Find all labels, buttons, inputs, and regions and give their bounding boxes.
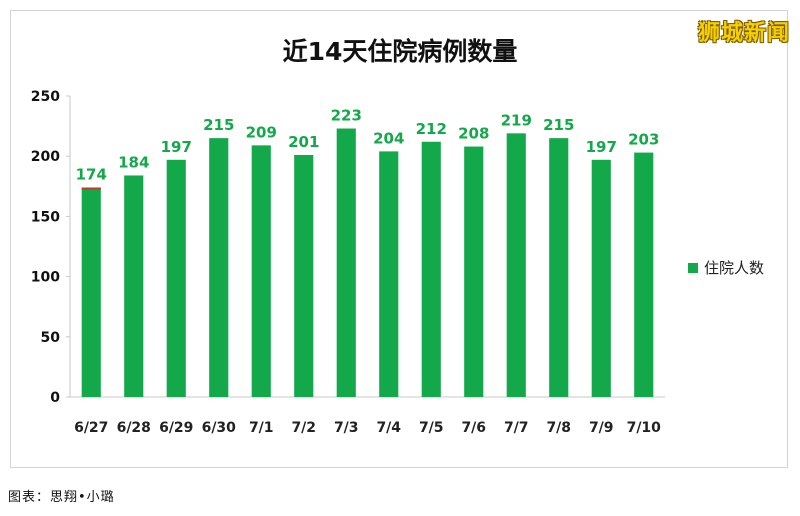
y-tick-label: 50	[41, 330, 61, 346]
data-label-7/3: 223	[331, 107, 362, 125]
x-tick-label-6/30: 6/30	[202, 420, 237, 436]
x-tick-label-7/3: 7/3	[334, 420, 359, 436]
y-axis-ticks: 0 50 100 150 200 250	[31, 89, 70, 406]
chart-title: 近14天住院病例数量	[283, 37, 518, 66]
data-label-7/8: 215	[543, 116, 574, 134]
x-tick-label-6/28: 6/28	[117, 420, 151, 436]
data-labels: 174 184 197 215 209 201 223 204 212 208 219 215 197 2…	[76, 107, 660, 184]
y-tick-label: 100	[31, 270, 60, 286]
data-label-7/7: 219	[501, 111, 532, 129]
legend-label: 住院人数	[704, 259, 764, 277]
bar-7/5	[421, 141, 441, 397]
x-tick-label-7/6: 7/6	[461, 420, 486, 436]
bar-7/7	[506, 133, 526, 397]
x-tick-label-7/9: 7/9	[589, 420, 614, 436]
x-tick-label-6/29: 6/29	[159, 420, 193, 436]
bar-7/9	[591, 159, 611, 397]
bar-7/6	[464, 146, 484, 397]
data-label-6/28: 184	[118, 153, 149, 171]
watermark-logo: 狮城新闻	[697, 21, 790, 46]
y-tick-label: 0	[50, 390, 60, 406]
bar-top-accent	[81, 187, 101, 190]
x-tick-label-6/27: 6/27	[74, 420, 108, 436]
x-tick-label-7/8: 7/8	[546, 420, 571, 436]
x-tick-label-7/10: 7/10	[627, 420, 662, 436]
x-tick-label-7/1: 7/1	[249, 420, 274, 436]
x-tick-label-7/2: 7/2	[291, 420, 316, 436]
data-label-7/10: 203	[628, 131, 659, 149]
data-label-7/5: 212	[416, 120, 447, 138]
legend: 住院人数	[688, 259, 764, 277]
bar-7/4	[379, 151, 399, 397]
data-label-7/4: 204	[373, 129, 404, 147]
bar-7/1	[251, 145, 271, 397]
data-label-7/6: 208	[458, 125, 489, 143]
chart-caption: 图表：思翔•小璐	[8, 490, 115, 505]
data-label-7/2: 201	[288, 133, 319, 151]
y-tick-label: 200	[31, 149, 60, 165]
data-label-6/29: 197	[161, 138, 192, 156]
y-tick-label: 150	[31, 209, 60, 225]
data-label-6/27: 174	[76, 166, 107, 184]
data-label-7/9: 197	[586, 138, 617, 156]
bar-6/30	[209, 138, 229, 397]
x-axis-ticks: 6/27 6/28 6/29 6/30 7/1 7/2 7/3 7/4 7/5 7/6 7/7 7/8…	[74, 420, 661, 436]
x-tick-label-7/4: 7/4	[376, 420, 401, 436]
x-tick-label-7/5: 7/5	[419, 420, 444, 436]
y-tick-label: 250	[31, 89, 60, 105]
data-label-7/1: 209	[246, 123, 277, 141]
bar-series	[81, 128, 654, 397]
bar-6/28	[124, 175, 144, 397]
bar-7/3	[336, 128, 356, 397]
bar-6/27	[81, 187, 101, 397]
data-label-6/30: 215	[203, 116, 234, 134]
legend-swatch	[688, 263, 698, 273]
bar-7/8	[549, 138, 569, 397]
bar-7/2	[294, 154, 314, 397]
bar-7/10	[634, 152, 654, 397]
x-tick-label-7/7: 7/7	[504, 420, 529, 436]
bar-6/29	[166, 159, 186, 397]
